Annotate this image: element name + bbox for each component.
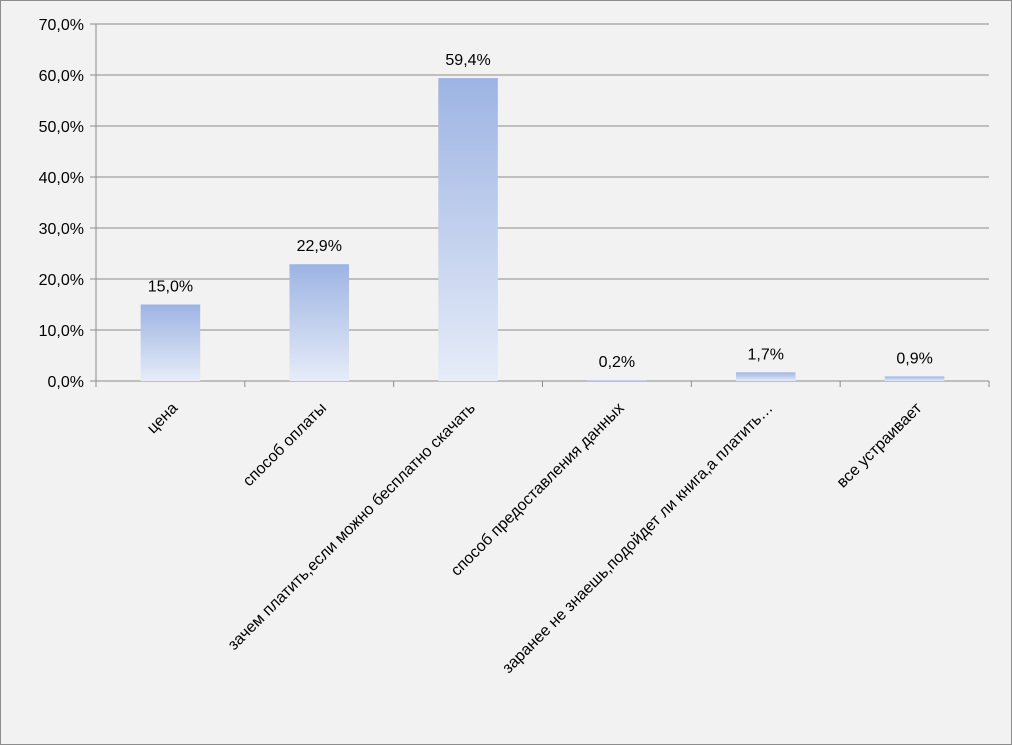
data-label: 1,7%	[748, 346, 784, 363]
data-label: 22,9%	[297, 238, 342, 255]
category-label: цена	[144, 400, 181, 437]
bar	[438, 78, 498, 381]
y-tick-label: 10,0%	[39, 323, 84, 340]
data-label: 0,9%	[896, 350, 932, 367]
data-label: 15,0%	[148, 279, 193, 296]
category-label: способ предоставления данных	[448, 400, 628, 580]
y-tick-label: 70,0%	[39, 17, 84, 34]
data-label: 59,4%	[445, 52, 490, 69]
y-tick-label: 40,0%	[39, 170, 84, 187]
bars	[140, 78, 945, 381]
y-tick-label: 30,0%	[39, 221, 84, 238]
category-label: зачем платить,если можно бесплатно скача…	[225, 400, 479, 654]
category-label: все устраивает	[834, 399, 926, 491]
bar	[289, 264, 350, 381]
bar	[587, 379, 647, 381]
bar	[884, 376, 945, 381]
y-tick-label: 20,0%	[39, 272, 84, 289]
gridlines	[90, 23, 989, 382]
y-tick-label: 50,0%	[39, 119, 84, 136]
axes	[95, 24, 990, 387]
bar	[735, 372, 796, 381]
bar	[140, 304, 201, 381]
category-label: заранее не знаешь,подойдет ли книга,а пл…	[499, 400, 776, 677]
data-label: 0,2%	[599, 354, 635, 371]
category-label: способ оплаты	[240, 400, 330, 490]
y-tick-label: 60,0%	[39, 68, 84, 85]
y-tick-label: 0,0%	[48, 374, 84, 391]
